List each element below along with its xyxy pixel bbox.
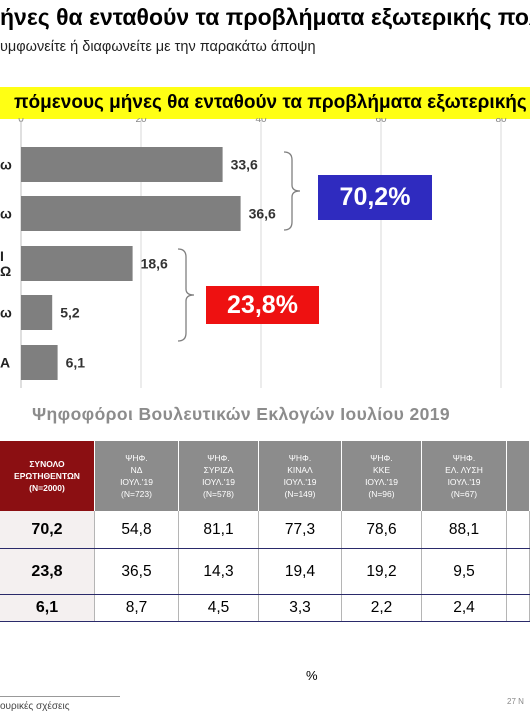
table-title: Ψηφοφόροι Βουλευτικών Εκλογών Ιουλίου 20… <box>32 404 451 424</box>
table-cell <box>507 595 530 621</box>
data-label: 5,2 <box>60 305 80 321</box>
table-cell: 4,5 <box>179 595 259 621</box>
x-tick-label: 80 <box>495 118 507 125</box>
category-label: Ω <box>0 263 11 279</box>
header-nd: ΨΗΦ. ΝΔ ΙΟΥΛ.'19 (N=723) <box>95 441 179 511</box>
table-cell: 70,2 <box>0 511 95 548</box>
table-cell: 6,1 <box>0 595 95 621</box>
table-cell: 23,8 <box>0 549 95 594</box>
bar <box>21 295 53 330</box>
question-banner: πόμενους μήνες θα ενταθούν τα προβλήματα… <box>0 87 530 119</box>
data-label: 6,1 <box>66 355 86 371</box>
table-row: 70,2 54,8 81,1 77,3 78,6 88,1 <box>0 511 530 549</box>
category-label: ω <box>0 305 12 321</box>
bar <box>21 246 133 281</box>
table-cell: 2,4 <box>422 595 507 621</box>
bar <box>21 345 58 380</box>
page-subtitle: υμφωνείτε ή διαφωνείτε με την παρακάτω ά… <box>0 39 316 55</box>
table-cell: 3,3 <box>259 595 342 621</box>
table-cell: 14,3 <box>179 549 259 594</box>
data-label: 18,6 <box>141 256 168 272</box>
table-cell: 77,3 <box>259 511 342 548</box>
table-cell: 19,2 <box>342 549 422 594</box>
table-cell: 19,4 <box>259 549 342 594</box>
table-cell: 54,8 <box>95 511 179 548</box>
header-kke: ΨΗΦ. ΚΚΕ ΙΟΥΛ.'19 (N=96) <box>342 441 422 511</box>
table-cell <box>507 549 530 594</box>
agree-total-callout: 70,2% <box>318 175 432 220</box>
x-tick-label: 40 <box>255 118 267 125</box>
page-title: ήνες θα ενταθούν τα προβλήματα εξωτερική… <box>0 4 530 30</box>
category-label: Ι <box>0 248 4 264</box>
x-tick-label: 60 <box>375 118 387 125</box>
bar <box>21 147 223 182</box>
agree-bracket <box>283 151 301 231</box>
table-cell: 88,1 <box>422 511 507 548</box>
page-number: 27 Ν <box>507 697 524 706</box>
table-row: 23,8 36,5 14,3 19,4 19,2 9,5 <box>0 549 530 595</box>
category-label: Α <box>0 355 10 371</box>
bar <box>21 196 241 231</box>
table-cell <box>507 511 530 548</box>
category-label: ω <box>0 157 12 173</box>
footer-divider <box>0 696 120 697</box>
data-label: 33,6 <box>231 157 258 173</box>
results-table: ΣΥΝΟΛΟ ΕΡΩΤΗΘΕΝΤΩΝ (N=2000) ΨΗΦ. ΝΔ ΙΟΥΛ.'19… <box>0 441 530 622</box>
table-row: 6,1 8,7 4,5 3,3 2,2 2,4 <box>0 595 530 622</box>
data-label: 36,6 <box>249 206 276 222</box>
table-cell: 8,7 <box>95 595 179 621</box>
header-total: ΣΥΝΟΛΟ ΕΡΩΤΗΘΕΝΤΩΝ (N=2000) <box>0 441 95 511</box>
disagree-bracket <box>177 248 195 342</box>
disagree-total-callout: 23,8% <box>206 286 319 324</box>
category-label: ω <box>0 206 12 222</box>
header-cut-off <box>507 441 530 511</box>
header-syriza: ΨΗΦ. ΣΥΡΙΖΑ ΙΟΥΛ.'19 (N=578) <box>179 441 259 511</box>
table-cell: 9,5 <box>422 549 507 594</box>
header-el-lysi: ΨΗΦ. ΕΛ. ΛΥΣΗ ΙΟΥΛ.'19 (N=67) <box>422 441 507 511</box>
table-cell: 78,6 <box>342 511 422 548</box>
header-kinal: ΨΗΦ. ΚΙΝΑΛ ΙΟΥΛ.'19 (N=149) <box>259 441 342 511</box>
table-header-row: ΣΥΝΟΛΟ ΕΡΩΤΗΘΕΝΤΩΝ (N=2000) ΨΗΦ. ΝΔ ΙΟΥΛ.'19… <box>0 441 530 511</box>
footer-source: ουρικές σχέσεις <box>0 701 70 712</box>
x-tick-label: 20 <box>135 118 147 125</box>
table-cell: 2,2 <box>342 595 422 621</box>
table-cell: 81,1 <box>179 511 259 548</box>
table-cell: 36,5 <box>95 549 179 594</box>
percent-note: % <box>306 668 318 683</box>
